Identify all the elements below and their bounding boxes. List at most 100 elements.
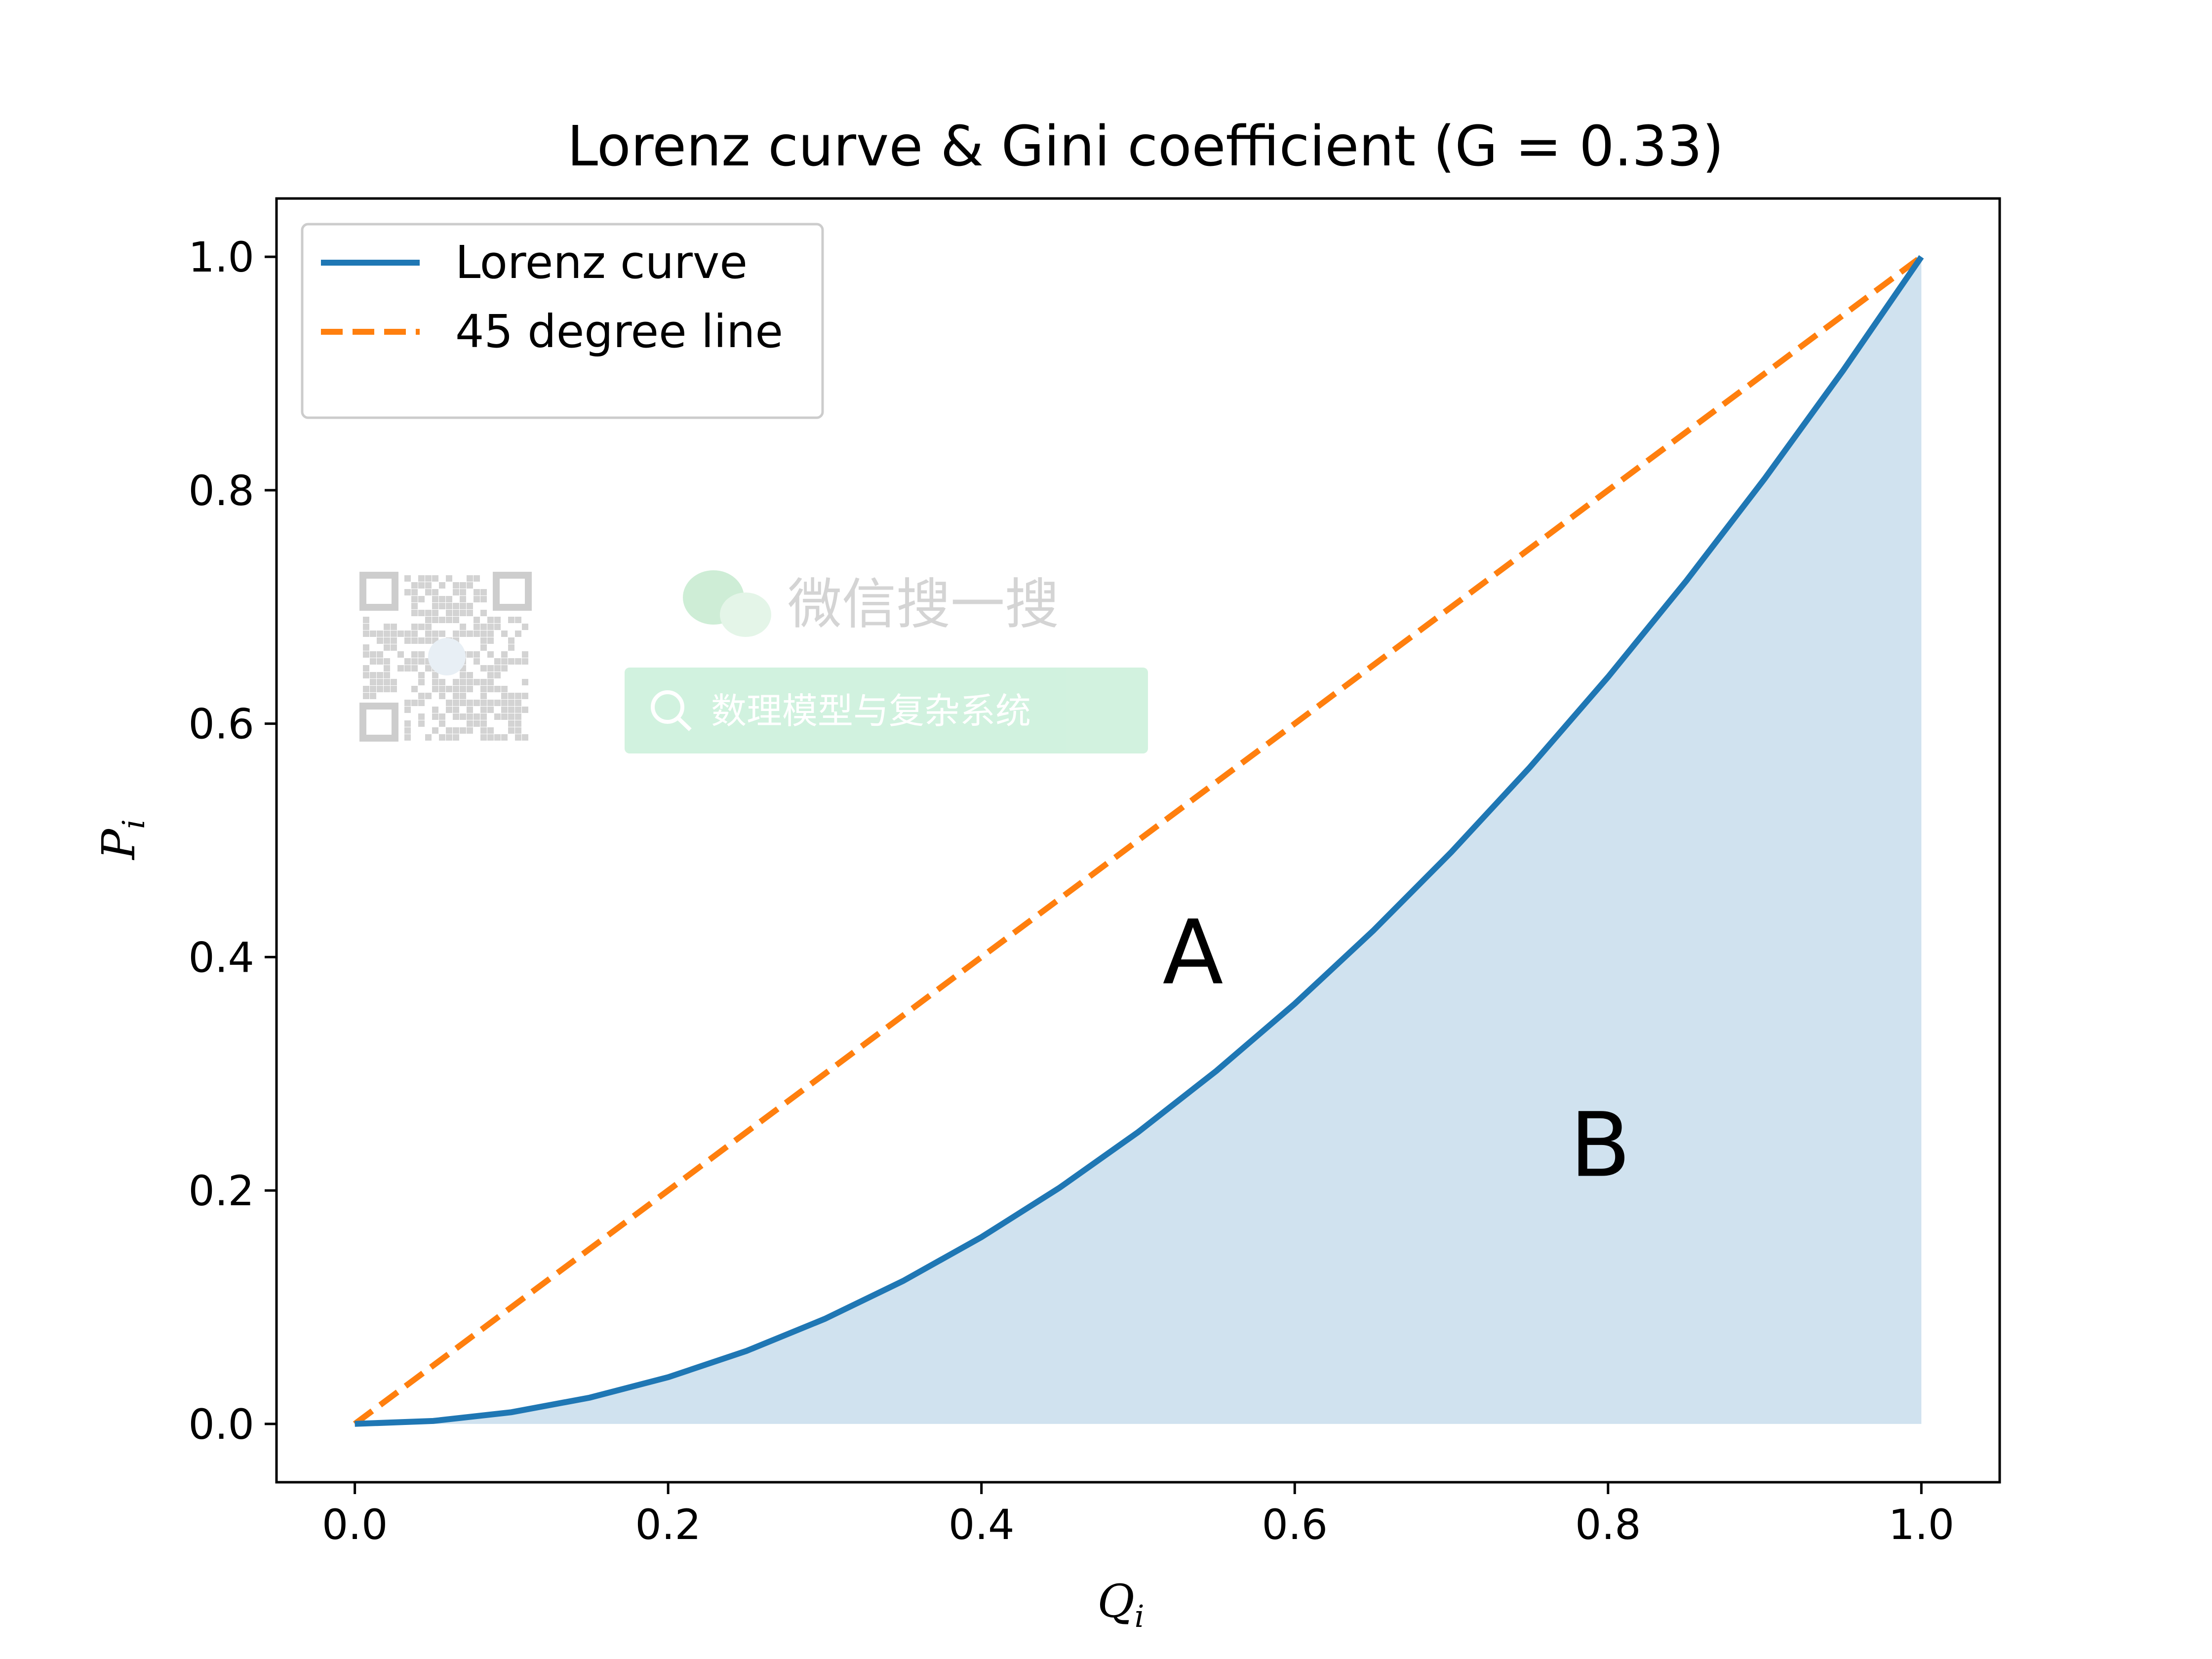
qr-module (418, 651, 425, 658)
qr-module (460, 686, 466, 692)
qr-module (432, 713, 438, 720)
qr-module (384, 644, 390, 651)
qr-module (397, 651, 404, 658)
qr-module (446, 596, 452, 602)
qr-module (515, 631, 521, 637)
qr-module (480, 644, 487, 651)
qr-module (391, 644, 397, 651)
qr-module (460, 727, 466, 734)
qr-module (384, 658, 390, 665)
qr-module (418, 624, 425, 630)
qr-module (439, 603, 445, 609)
qr-module (425, 665, 432, 672)
qr-module (474, 713, 480, 720)
y-axis-title: Pi (92, 819, 152, 861)
qr-module (487, 686, 494, 692)
qr-module (515, 693, 521, 699)
qr-module (411, 624, 418, 630)
y-tick-label: 0.8 (188, 467, 254, 515)
qr-module (515, 617, 521, 623)
qr-module (391, 637, 397, 644)
qr-module (460, 610, 466, 616)
qr-module (370, 679, 376, 685)
qr-module (384, 624, 390, 630)
qr-module (425, 582, 432, 589)
qr-module (480, 713, 487, 720)
qr-module (487, 617, 494, 623)
qr-module (474, 624, 480, 630)
qr-module (474, 720, 480, 727)
qr-module (377, 686, 383, 692)
qr-module (432, 589, 438, 595)
qr-module (432, 617, 438, 623)
y-tick-label: 0.6 (188, 700, 254, 749)
qr-module (363, 665, 369, 672)
qr-module (487, 637, 494, 644)
qr-module (508, 637, 514, 644)
qr-module (480, 624, 487, 630)
qr-module (418, 610, 425, 616)
qr-module (404, 658, 411, 665)
qr-module (515, 734, 521, 741)
qr-module (425, 631, 432, 637)
qr-module (467, 679, 473, 685)
qr-module (370, 631, 376, 637)
qr-module (501, 713, 508, 720)
qr-module (515, 658, 521, 665)
qr-module (515, 700, 521, 706)
qr-module (480, 700, 487, 706)
qr-module (515, 713, 521, 720)
qr-module (480, 707, 487, 713)
qr-module (453, 686, 459, 692)
qr-module (453, 631, 459, 637)
qr-module (418, 596, 425, 602)
qr-module (404, 727, 411, 734)
qr-module (404, 700, 411, 706)
qr-module (467, 720, 473, 727)
qr-module (522, 651, 528, 658)
qr-module (480, 720, 487, 727)
qr-module (432, 575, 438, 582)
qr-module (480, 610, 487, 616)
qr-module (425, 589, 432, 595)
qr-module (501, 631, 508, 637)
qr-module (453, 610, 459, 616)
qr-module (377, 672, 383, 678)
qr-module (508, 658, 514, 665)
qr-module (411, 637, 418, 644)
qr-module (391, 624, 397, 630)
watermark-label: 微信搜一搜 (788, 573, 1059, 636)
qr-module (453, 589, 459, 595)
qr-module (480, 734, 487, 741)
qr-module (501, 651, 508, 658)
qr-module (474, 589, 480, 595)
watermark: 微信搜一搜 数理模型与复杂系统 (359, 570, 1148, 753)
qr-module (411, 658, 418, 665)
qr-module (494, 734, 501, 741)
qr-module (453, 679, 459, 685)
qr-module (446, 617, 452, 623)
qr-module (418, 700, 425, 706)
qr-module (467, 651, 473, 658)
y-tick-label: 0.2 (188, 1167, 254, 1215)
qr-module (404, 665, 411, 672)
qr-module (487, 734, 494, 741)
qr-module (391, 679, 397, 685)
qr-module (418, 672, 425, 678)
qr-module (522, 693, 528, 699)
qr-module (494, 624, 501, 630)
x-tick-label: 1.0 (1889, 1501, 1955, 1549)
qr-module (522, 707, 528, 713)
qr-module (404, 734, 411, 741)
qr-module (418, 575, 425, 582)
qr-module (494, 713, 501, 720)
qr-module (480, 727, 487, 734)
qr-module (460, 582, 466, 589)
legend-label-lorenz: Lorenz curve (455, 236, 748, 289)
qr-module (515, 720, 521, 727)
qr-module (411, 665, 418, 672)
qr-module (446, 686, 452, 692)
qr-module (508, 617, 514, 623)
qr-module (432, 707, 438, 713)
